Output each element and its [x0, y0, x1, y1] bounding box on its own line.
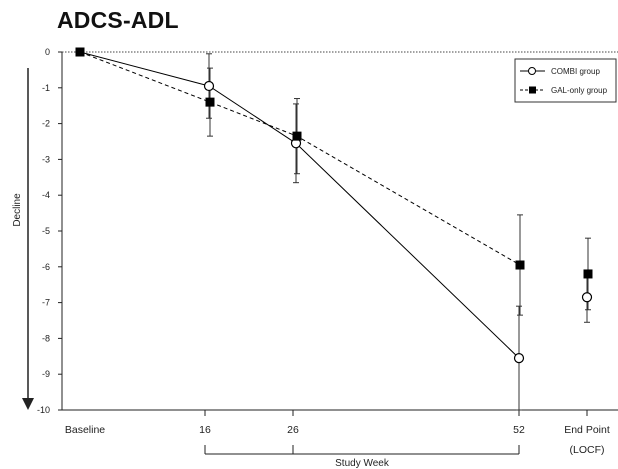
y-tick-label: -2	[42, 119, 50, 129]
y-tick-label: -4	[42, 190, 50, 200]
data-point-square	[292, 131, 302, 141]
y-tick-label: -7	[42, 298, 50, 308]
y-tick-label: -9	[42, 369, 50, 379]
legend: COMBI group GAL-only group	[514, 58, 617, 103]
series-layer	[75, 47, 593, 411]
y-tick-label: -5	[42, 226, 50, 236]
legend-label: GAL-only group	[551, 86, 608, 95]
y-ticks: 0 -1 -2 -3 -4 -5 -6 -7 -8 -9 -10	[37, 47, 62, 415]
y-tick-label: 0	[45, 47, 50, 57]
x-tick-label: 26	[287, 424, 299, 436]
y-tick-label: -1	[42, 83, 50, 93]
data-point-square	[75, 47, 85, 57]
y-tick-label: -8	[42, 333, 50, 343]
legend-marker-square	[529, 86, 536, 94]
y-tick-label: -3	[42, 154, 50, 164]
y-tick-label: -6	[42, 262, 50, 272]
x-tick-label: 16	[199, 424, 211, 436]
legend-box	[514, 58, 617, 103]
data-point-square	[205, 97, 215, 107]
series-line-0	[79, 51, 520, 359]
data-point-circle	[581, 292, 593, 303]
data-point-circle	[203, 80, 215, 92]
series-line-1	[79, 51, 521, 266]
y-axis-label: Decline	[12, 193, 23, 227]
data-point-square	[515, 260, 525, 270]
x-tick-sublabel: (LOCF)	[570, 444, 605, 456]
x-tick-label: 52	[513, 424, 525, 436]
x-ticks: Baseline 16 26 52 End Point (LOCF)	[65, 410, 610, 456]
y-tick-label: -10	[37, 405, 50, 415]
study-week-bracket	[204, 445, 520, 455]
chart-title: ADCS-ADL	[57, 7, 179, 33]
x-tick-label: Baseline	[65, 424, 105, 436]
x-axis-label: Study Week	[335, 458, 390, 469]
legend-marker-circle	[528, 67, 536, 75]
x-tick-label: End Point	[564, 424, 610, 436]
legend-label: COMBI group	[551, 67, 600, 76]
data-point-circle	[513, 352, 525, 364]
data-point-square	[583, 269, 593, 279]
